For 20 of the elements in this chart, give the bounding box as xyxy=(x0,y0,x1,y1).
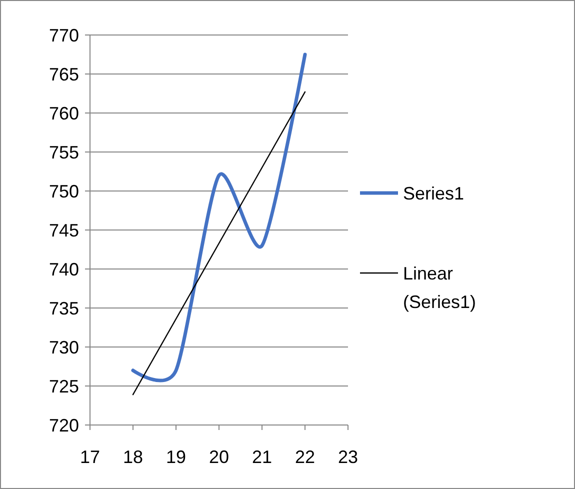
x-tick-label: 22 xyxy=(294,447,316,467)
x-tick-label: 17 xyxy=(80,447,100,467)
y-tick-label: 770 xyxy=(48,25,80,46)
x-tick-label: 18 xyxy=(122,447,144,467)
x-tick-label: 20 xyxy=(208,447,230,467)
y-tick-label: 745 xyxy=(48,220,80,240)
x-tick-label: 23 xyxy=(338,447,358,467)
x-tick-label: 21 xyxy=(252,447,272,467)
y-tick-label: 740 xyxy=(48,259,80,280)
legend-label: Series1 xyxy=(403,183,464,204)
y-tick-label: 765 xyxy=(48,64,80,84)
y-tick-label: 725 xyxy=(48,376,80,396)
y-tick-label: 760 xyxy=(48,103,80,124)
legend-label: Linear (Series1) xyxy=(403,263,476,312)
y-tick-label: 735 xyxy=(48,298,80,318)
y-tick-label: 730 xyxy=(48,337,80,358)
x-tick-label: 19 xyxy=(166,447,186,467)
y-tick-label: 720 xyxy=(48,415,80,436)
y-tick-label: 750 xyxy=(48,181,80,202)
y-tick-label: 755 xyxy=(48,142,80,162)
